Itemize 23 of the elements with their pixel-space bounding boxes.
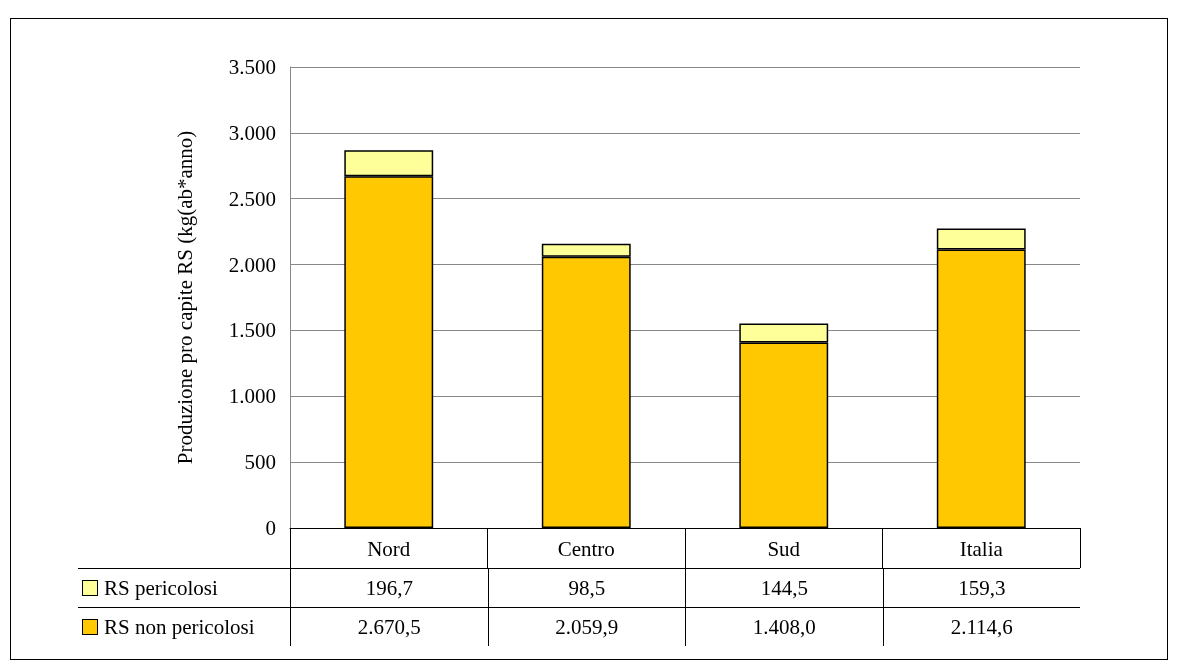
data-label: 1.408,0	[685, 607, 883, 646]
x-tick-label: Italia	[959, 536, 1004, 561]
y-tick-label: 2.000	[228, 252, 276, 277]
y-tick-label: 3.000	[228, 120, 276, 145]
y-tick-label: 0	[265, 516, 276, 540]
y-tick-label: 500	[244, 450, 276, 475]
y-axis-title: Produzione pro capite RS (kg(ab*anno)	[172, 130, 197, 465]
data-label: 2.670,5	[290, 607, 488, 646]
data-label: 196,7	[290, 568, 488, 608]
data-label: 159,3	[883, 568, 1080, 608]
y-tick-label: 3.500	[228, 55, 276, 79]
data-label: 2.059,9	[488, 607, 686, 646]
x-tick-label: Centro	[557, 536, 615, 561]
data-label: 144,5	[685, 568, 883, 608]
x-tick-label: Sud	[767, 536, 801, 561]
data-label: 98,5	[488, 568, 686, 608]
data-label: 2.114,6	[883, 607, 1080, 646]
legend-label: RS pericolosi	[78, 568, 291, 608]
x-tick-label: Nord	[367, 536, 411, 561]
y-tick-label: 1.500	[228, 318, 276, 343]
legend-label: RS non pericolosi	[78, 607, 291, 646]
y-tick-label: 2.500	[228, 186, 276, 211]
y-tick-label: 1.000	[228, 384, 276, 409]
